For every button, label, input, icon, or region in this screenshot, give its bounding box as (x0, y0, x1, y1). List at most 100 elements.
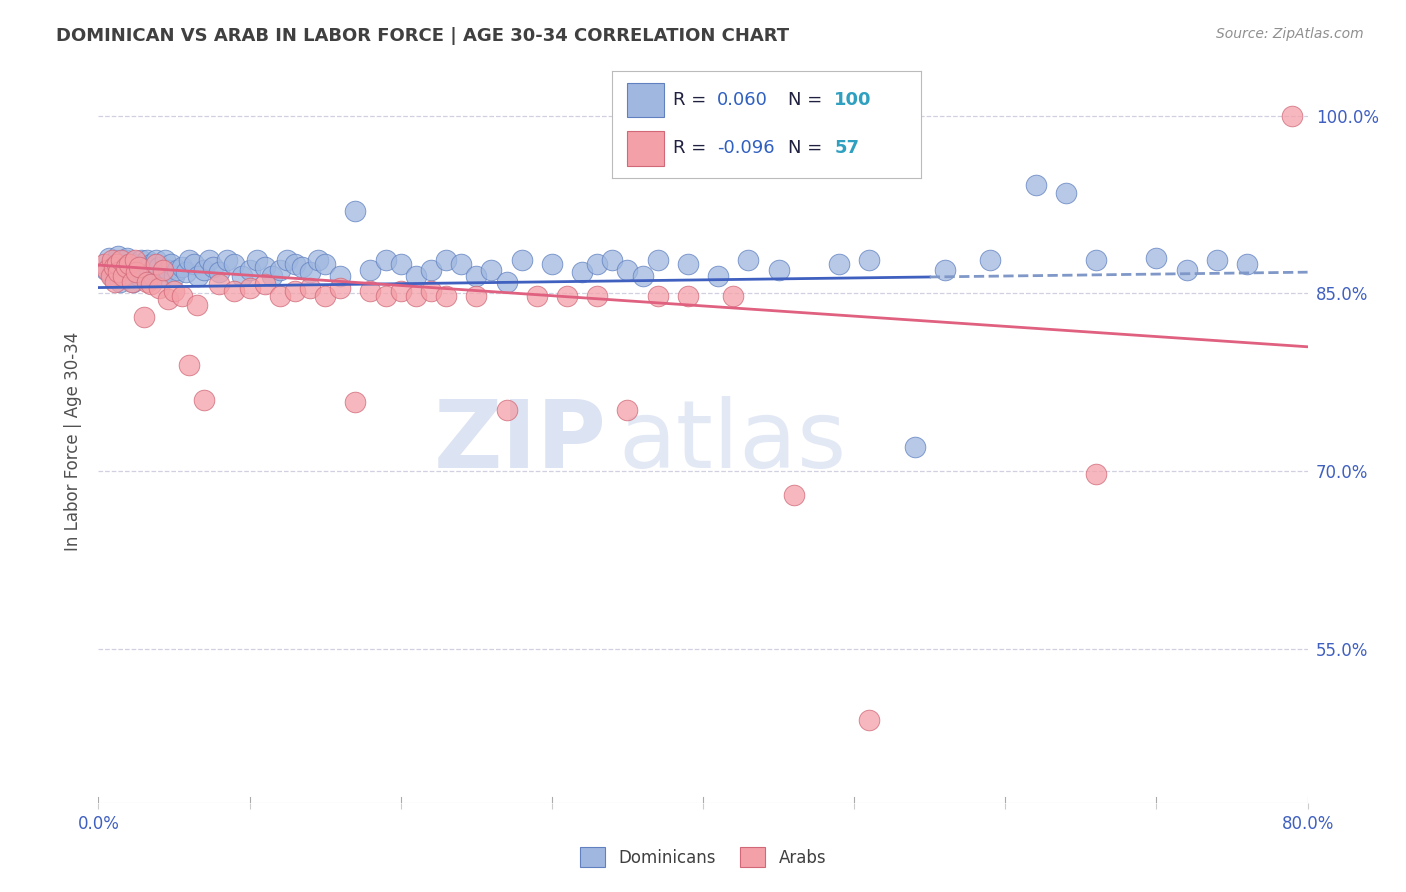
Point (284, 257, 307, 271)
Point (224, 257, 246, 271)
Point (145, 257, 167, 271)
Point (616, 402, 638, 417)
Point (208, 277, 231, 291)
Point (118, 257, 141, 271)
Point (389, 257, 412, 271)
Point (465, 289, 488, 303)
Point (676, 289, 699, 303)
Point (110, 257, 132, 271)
Point (1281, 109, 1303, 123)
Point (676, 257, 699, 271)
Point (112, 268, 135, 283)
Point (103, 260, 125, 275)
Point (1144, 251, 1167, 265)
Point (299, 280, 322, 294)
Point (269, 262, 291, 277)
Point (253, 277, 276, 291)
Point (360, 284, 382, 298)
Point (131, 262, 153, 277)
Point (183, 257, 205, 271)
Bar (627, 131, 664, 166)
Point (100, 257, 122, 271)
Point (179, 253, 201, 268)
Point (163, 268, 186, 283)
Point (329, 268, 352, 283)
Point (193, 262, 215, 277)
Point (135, 253, 157, 268)
Point (647, 289, 669, 303)
Point (186, 298, 208, 312)
Point (187, 268, 209, 283)
Point (344, 203, 367, 218)
Point (307, 253, 329, 268)
Point (723, 289, 745, 303)
Point (125, 265, 148, 279)
Point (450, 257, 472, 271)
Point (707, 268, 730, 283)
Point (253, 260, 276, 275)
Legend: Dominicans, Arabs: Dominicans, Arabs (572, 840, 834, 874)
Point (208, 265, 231, 279)
Point (1024, 178, 1046, 192)
Point (124, 260, 146, 275)
Point (156, 293, 179, 307)
Point (314, 257, 336, 271)
Point (170, 289, 193, 303)
Point (110, 253, 132, 268)
Point (647, 253, 669, 268)
Point (142, 268, 165, 283)
Point (1054, 186, 1077, 200)
Point (115, 251, 138, 265)
Point (904, 441, 927, 455)
Point (434, 289, 457, 303)
Text: ZIP: ZIP (433, 395, 606, 488)
Point (118, 257, 141, 271)
Point (246, 253, 269, 268)
Point (104, 265, 127, 279)
Bar (627, 83, 664, 118)
Text: -0.096: -0.096 (717, 139, 775, 157)
Point (737, 253, 759, 268)
Text: atlas: atlas (619, 395, 846, 488)
Text: 57: 57 (834, 139, 859, 157)
Point (631, 268, 654, 283)
Point (979, 253, 1001, 268)
Point (179, 358, 201, 372)
Text: R =: R = (673, 139, 713, 157)
Point (148, 260, 170, 275)
Point (121, 275, 143, 289)
Point (132, 265, 155, 279)
Point (127, 257, 149, 271)
Point (166, 262, 188, 277)
Text: N =: N = (787, 139, 828, 157)
Point (174, 265, 197, 279)
Point (374, 253, 396, 268)
Point (434, 253, 457, 268)
Point (344, 395, 367, 409)
Text: 0.060: 0.060 (717, 91, 768, 109)
Point (783, 488, 806, 502)
Point (329, 280, 352, 294)
Point (170, 260, 193, 275)
Point (141, 257, 163, 271)
Point (481, 262, 503, 277)
Point (101, 253, 124, 268)
Point (193, 393, 215, 408)
Point (586, 257, 609, 271)
Point (1085, 253, 1108, 268)
Point (276, 253, 298, 268)
Text: N =: N = (787, 91, 828, 109)
Point (768, 262, 790, 277)
Point (103, 260, 125, 275)
Point (262, 268, 284, 283)
Point (420, 284, 443, 298)
Point (934, 262, 956, 277)
Point (858, 253, 880, 268)
Point (105, 257, 128, 271)
Point (132, 310, 155, 325)
Text: Source: ZipAtlas.com: Source: ZipAtlas.com (1216, 27, 1364, 41)
Point (389, 284, 412, 298)
Point (215, 253, 238, 268)
Point (120, 262, 142, 277)
Point (299, 265, 322, 279)
